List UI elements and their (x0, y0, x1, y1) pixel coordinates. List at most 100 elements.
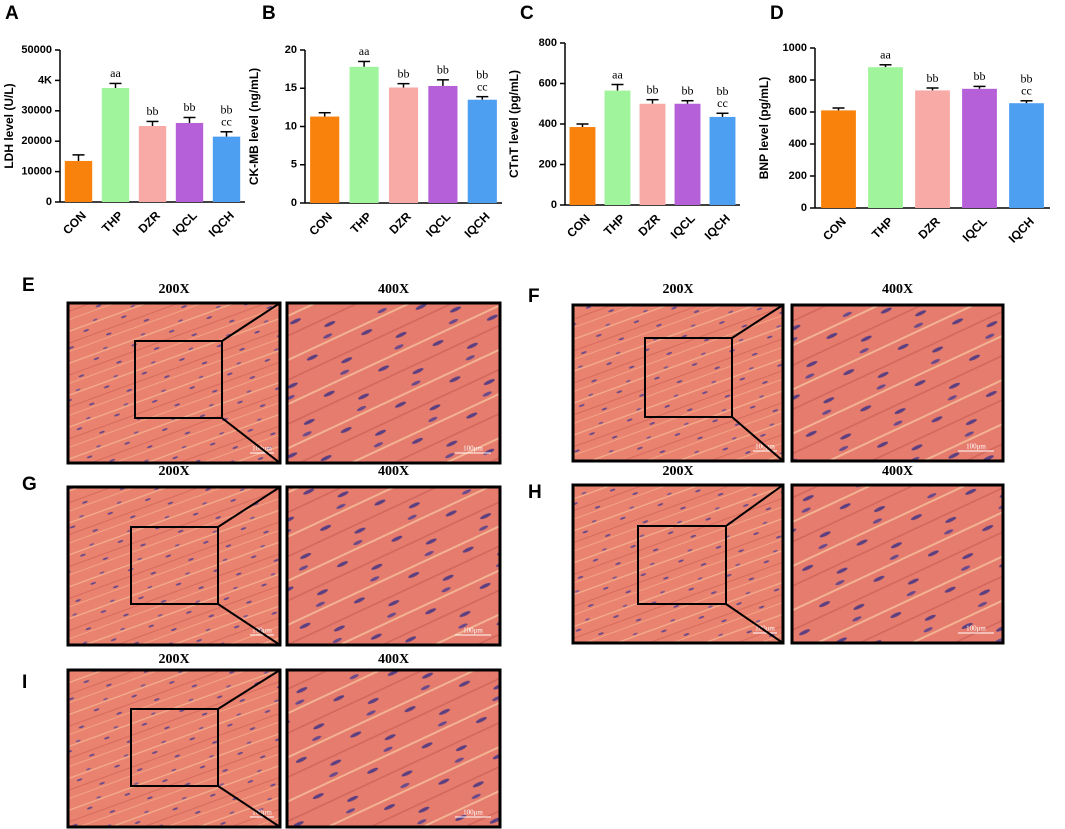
significance-label: cc (221, 115, 232, 129)
y-tick-label: 0 (551, 199, 557, 211)
zoom-box (130, 708, 219, 787)
zoom-line (725, 484, 784, 527)
y-tick-label: 400 (789, 138, 807, 150)
x-tick-label: CON (306, 209, 335, 238)
significance-label: cc (477, 79, 488, 93)
zoom-box (637, 525, 727, 605)
scale-bar-label: 100μm (252, 627, 272, 635)
bar (639, 103, 666, 205)
x-tick-label: THP (348, 209, 375, 236)
y-tick-label: 20 (285, 44, 297, 56)
zoom-line (725, 603, 784, 644)
significance-label: bb (1021, 72, 1033, 86)
magnification-label: 200X (662, 464, 693, 479)
bar (428, 85, 458, 203)
magnification-label: 400X (882, 464, 913, 479)
x-tick-label: IQCH (206, 208, 237, 239)
y-tick-label: 10 (285, 120, 297, 132)
x-tick-label: IQCH (462, 209, 493, 240)
bar (310, 116, 340, 203)
bar (868, 67, 903, 208)
y-tick-label: 600 (539, 77, 557, 89)
significance-label: bb (221, 103, 233, 117)
micrograph (66, 485, 282, 647)
panel-letter: A (5, 3, 19, 24)
x-tick-label: IQCL (423, 209, 453, 239)
magnification-label: 200X (158, 282, 189, 297)
scale-bar-label: 100μm (966, 625, 986, 633)
bar (604, 90, 631, 205)
scale-bar-label: 100μm (966, 443, 986, 451)
x-tick-label: DZR (387, 209, 415, 237)
significance-label: bb (682, 83, 694, 97)
zoom-line (731, 304, 784, 339)
x-tick-label: THP (601, 211, 628, 238)
zoom-line (221, 417, 281, 464)
scale-bar-label: 100μm (463, 627, 483, 635)
scale-bar-label: 100μm (463, 445, 483, 453)
y-tick-label: 30000 (21, 105, 52, 117)
significance-label: cc (1021, 84, 1032, 98)
bar (138, 126, 167, 202)
x-tick-label: DZR (636, 211, 664, 239)
y-axis-label: BNP level (pg/mL) (757, 77, 771, 179)
y-tick-label: 200 (539, 158, 557, 170)
significance-label: bb (927, 71, 939, 85)
scale-bar-label: 100μm (463, 809, 483, 817)
y-tick-label: 20000 (21, 135, 52, 147)
panel-letter: G (22, 474, 37, 495)
panel-letter: D (770, 3, 784, 24)
significance-label: bb (398, 66, 410, 80)
y-tick-label: 400 (539, 118, 557, 130)
bar (64, 160, 93, 202)
y-tick-label: 1000 (783, 42, 807, 54)
bar (821, 110, 856, 208)
y-axis-label: CTnT level (pg/mL) (507, 70, 521, 178)
significance-label: bb (717, 84, 729, 98)
y-tick-label: 10000 (21, 166, 52, 178)
zoom-line (217, 603, 281, 646)
y-tick-label: 15 (285, 82, 297, 94)
y-axis-label: LDH level (U/L) (2, 83, 16, 168)
x-tick-label: THP (869, 214, 896, 241)
bar (674, 103, 701, 205)
micrograph (571, 303, 785, 463)
x-tick-label: THP (99, 208, 126, 235)
zoom-line (221, 302, 281, 342)
scale-bar-label: 100μm (755, 625, 775, 633)
magnification-label: 400X (378, 464, 409, 479)
panel-letter: I (22, 672, 27, 693)
bar (101, 88, 130, 202)
significance-label: bb (184, 100, 196, 114)
x-tick-label: IQCL (170, 208, 200, 238)
panel-letter: E (22, 275, 35, 296)
x-tick-label: CON (564, 211, 593, 240)
y-tick-label: 800 (789, 74, 807, 86)
x-tick-label: IQCH (702, 211, 733, 242)
significance-label: aa (110, 66, 121, 80)
bar (962, 88, 997, 208)
micrograph (285, 485, 502, 647)
significance-label: bb (147, 104, 159, 118)
y-tick-label: 4K (38, 74, 52, 86)
x-tick-label: IQCH (1006, 214, 1037, 245)
significance-label: bb (437, 63, 449, 77)
significance-label: cc (717, 96, 728, 110)
scale-bar-label: 100μm (252, 809, 272, 817)
bar (1009, 103, 1044, 208)
bar (569, 127, 596, 205)
zoom-line (731, 416, 784, 462)
x-tick-label: DZR (916, 214, 944, 242)
x-tick-label: IQCL (960, 214, 990, 244)
bar (467, 99, 497, 203)
bar (175, 122, 204, 202)
bar (915, 90, 950, 208)
magnification-label: 400X (378, 282, 409, 297)
y-axis-label: CK-MB level (ng/mL) (247, 68, 261, 185)
y-tick-label: 600 (789, 106, 807, 118)
x-tick-label: CON (60, 208, 89, 237)
y-tick-label: 50000 (21, 44, 52, 56)
y-tick-label: 0 (291, 197, 297, 209)
significance-label: aa (880, 48, 891, 62)
y-tick-label: 0 (801, 202, 807, 214)
